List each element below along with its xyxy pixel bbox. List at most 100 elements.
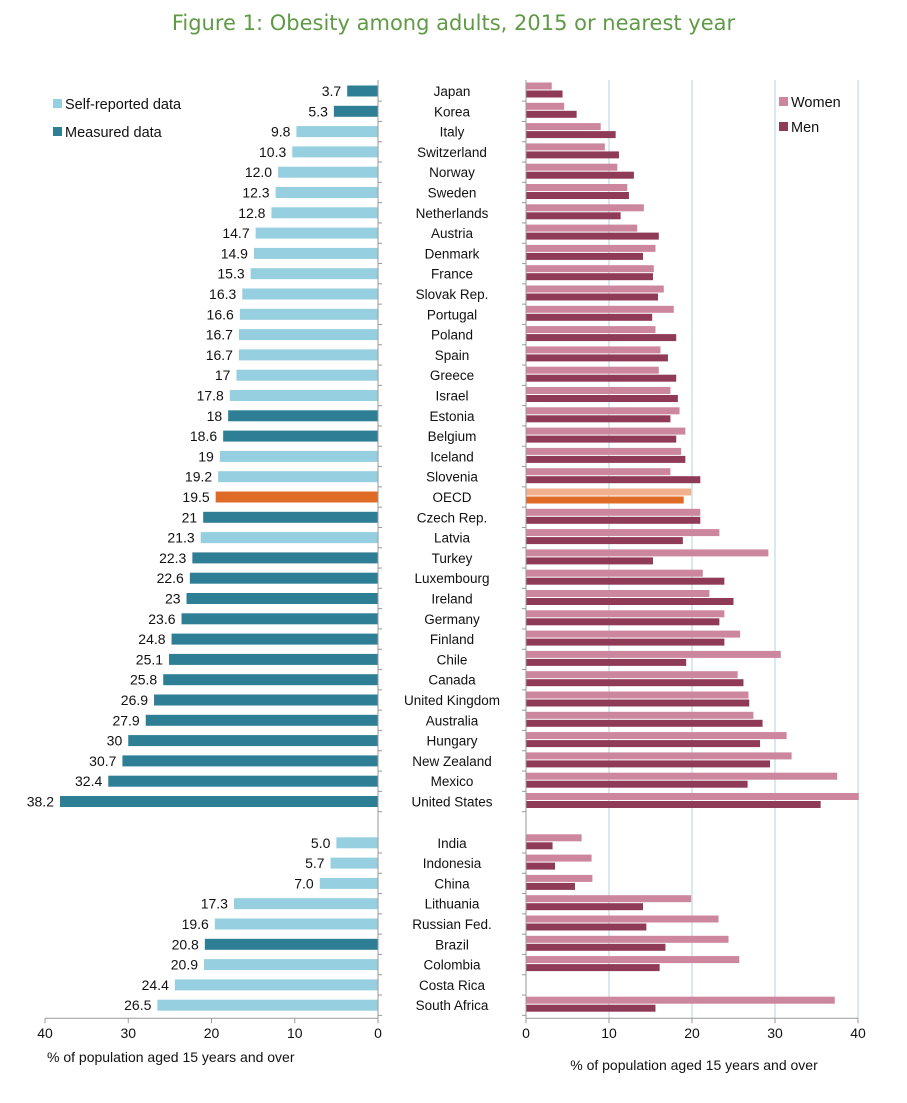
left-bar-brazil — [204, 938, 378, 950]
left-x-axis-title: % of population aged 15 years and over — [47, 1049, 295, 1065]
women-bar-hungary — [526, 732, 787, 740]
left-bar-greece — [236, 369, 378, 381]
left-value-label-estonia: 18 — [207, 408, 223, 424]
country-label-australia: Australia — [426, 713, 479, 728]
men-bar-norway — [526, 171, 634, 179]
left-bar-italy — [296, 126, 378, 138]
men-bar-japan — [526, 90, 563, 98]
left-bar-mexico — [108, 775, 379, 787]
men-bar-hungary — [526, 740, 761, 748]
men-bar-germany — [526, 618, 720, 626]
women-bar-switzerland — [526, 143, 605, 151]
left-value-label-iceland: 19 — [198, 448, 214, 464]
left-bar-lithuania — [233, 898, 378, 910]
women-bar-oecd — [526, 488, 692, 496]
women-bar-spain — [526, 346, 661, 354]
men-bar-latvia — [526, 537, 683, 545]
left-value-label-oecd: 19.5 — [182, 489, 209, 505]
women-bar-indonesia — [526, 854, 592, 862]
women-bar-luxembourg — [526, 569, 703, 577]
women-bar-france — [526, 265, 654, 273]
left-bar-new-zealand — [122, 755, 378, 767]
country-label-switzerland: Switzerland — [417, 145, 487, 160]
women-bar-latvia — [526, 529, 720, 537]
women-bar-belgium — [526, 427, 686, 435]
left-value-label-italy: 9.8 — [271, 124, 291, 140]
left-value-label-latvia: 21.3 — [167, 530, 194, 546]
left-value-label-lithuania: 17.3 — [201, 896, 228, 912]
country-label-canada: Canada — [428, 673, 476, 688]
left-x-tick-label-10: 10 — [287, 1025, 303, 1041]
women-bar-denmark — [526, 244, 656, 252]
left-value-label-france: 15.3 — [217, 266, 244, 282]
left-bar-finland — [171, 633, 378, 645]
women-bar-lithuania — [526, 895, 692, 903]
left-bar-luxembourg — [189, 572, 378, 584]
left-value-label-sweden: 12.3 — [242, 185, 269, 201]
legend-swatch-self-reported-data — [53, 99, 62, 108]
men-bar-south-africa — [526, 1004, 656, 1012]
country-label-israel: Israel — [435, 389, 468, 404]
legend-label-measured-data: Measured data — [65, 125, 163, 141]
left-value-label-hungary: 30 — [107, 733, 123, 749]
women-bar-czech-rep — [526, 508, 701, 516]
country-label-ireland: Ireland — [431, 592, 472, 607]
women-bar-iceland — [526, 447, 682, 455]
left-value-label-denmark: 14.9 — [221, 245, 248, 261]
left-bar-estonia — [228, 410, 378, 422]
left-value-label-indonesia: 5.7 — [305, 855, 325, 871]
country-label-sweden: Sweden — [428, 186, 477, 201]
country-label-south-africa: South Africa — [416, 998, 489, 1013]
country-label-indonesia: Indonesia — [423, 856, 482, 871]
women-bar-sweden — [526, 184, 628, 191]
left-bar-south-africa — [157, 999, 378, 1011]
right-x-tick-label-40: 40 — [850, 1025, 866, 1041]
left-value-label-japan: 3.7 — [322, 83, 342, 99]
men-bar-belgium — [526, 435, 677, 443]
women-bar-japan — [526, 82, 552, 90]
country-label-new-zealand: New Zealand — [412, 754, 492, 769]
left-value-label-china: 7.0 — [294, 875, 314, 891]
men-bar-finland — [526, 638, 725, 646]
country-label-russian-fed: Russian Fed. — [412, 917, 492, 932]
women-bar-greece — [526, 366, 659, 374]
country-label-united-states: United States — [411, 795, 492, 810]
men-bar-lithuania — [526, 903, 644, 911]
legend-swatch-women — [779, 97, 788, 106]
country-label-greece: Greece — [430, 368, 474, 383]
country-label-united-kingdom: United Kingdom — [404, 693, 500, 708]
left-value-label-portugal: 16.6 — [207, 306, 234, 322]
men-bar-united-states — [526, 801, 821, 808]
country-label-netherlands: Netherlands — [416, 206, 489, 221]
men-bar-luxembourg — [526, 577, 725, 585]
country-label-luxembourg: Luxembourg — [414, 571, 489, 586]
left-bar-oecd — [215, 491, 378, 503]
left-value-label-czech-rep: 21 — [182, 509, 198, 525]
women-bar-austria — [526, 224, 638, 232]
men-bar-brazil — [526, 943, 666, 951]
country-label-costa-rica: Costa Rica — [419, 978, 486, 993]
left-value-label-germany: 23.6 — [148, 611, 175, 627]
left-bar-israel — [229, 390, 378, 401]
left-bar-france — [250, 268, 378, 280]
country-label-spain: Spain — [435, 348, 470, 363]
women-bar-portugal — [526, 305, 674, 313]
men-bar-mexico — [526, 780, 748, 788]
country-label-mexico: Mexico — [431, 774, 474, 789]
country-label-colombia: Colombia — [423, 958, 481, 973]
women-bar-korea — [526, 102, 565, 110]
left-value-label-switzerland: 10.3 — [259, 144, 286, 160]
men-bar-estonia — [526, 415, 671, 423]
left-bar-switzerland — [292, 146, 378, 158]
left-value-label-colombia: 20.9 — [171, 957, 198, 973]
country-label-oecd: OECD — [432, 490, 471, 505]
left-value-label-south-africa: 26.5 — [124, 997, 151, 1013]
men-bar-israel — [526, 395, 678, 402]
men-bar-chile — [526, 658, 687, 666]
left-value-label-austria: 14.7 — [222, 225, 249, 241]
left-value-label-netherlands: 12.8 — [238, 205, 265, 221]
men-bar-poland — [526, 334, 677, 342]
country-label-poland: Poland — [431, 328, 473, 343]
women-bar-chile — [526, 650, 781, 658]
men-bar-colombia — [526, 964, 660, 972]
